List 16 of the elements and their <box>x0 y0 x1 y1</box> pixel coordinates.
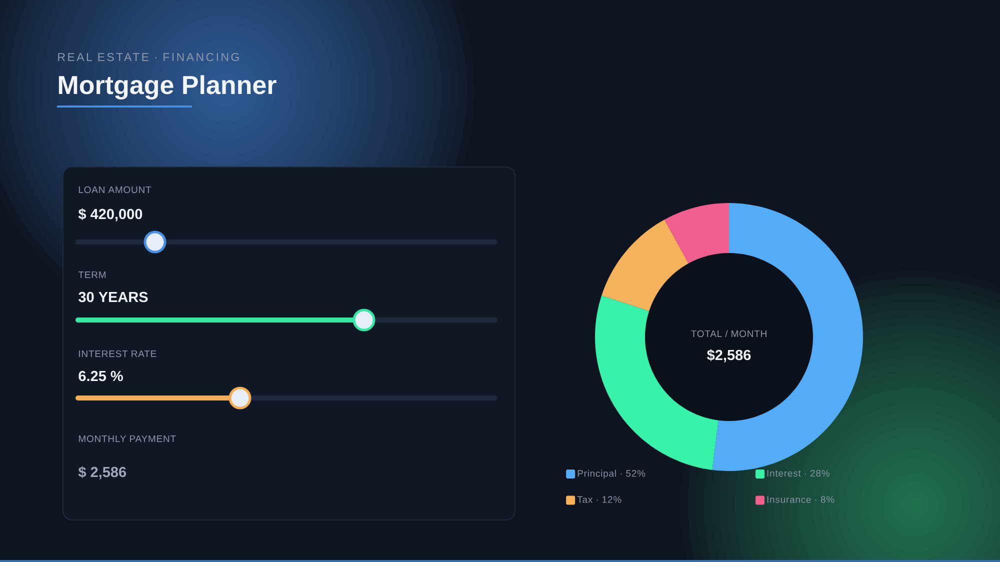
text: TERM <box>78 271 106 278</box>
legend-label: Insurance · 8% <box>767 496 834 503</box>
legend-label: Principal · 52% <box>578 470 646 479</box>
text: REAL ESTATE · FINANCING <box>58 52 239 62</box>
text: 30 YEARS <box>78 292 148 302</box>
text: $ 420,000 <box>78 208 142 222</box>
text: TOTAL / MONTH <box>691 330 766 338</box>
text: INTEREST RATE <box>79 350 156 358</box>
text: 6.25 % <box>78 370 123 382</box>
text: $2,586 <box>707 349 751 362</box>
text: MONTHLY PAYMENT <box>78 435 176 442</box>
legend-label: Interest · 28% <box>767 470 830 477</box>
legend-label: Tax · 12% <box>577 496 622 503</box>
text: $ 2,586 <box>78 466 126 480</box>
text: LOAN AMOUNT <box>78 186 152 194</box>
text: Mortgage Planner <box>58 75 276 100</box>
